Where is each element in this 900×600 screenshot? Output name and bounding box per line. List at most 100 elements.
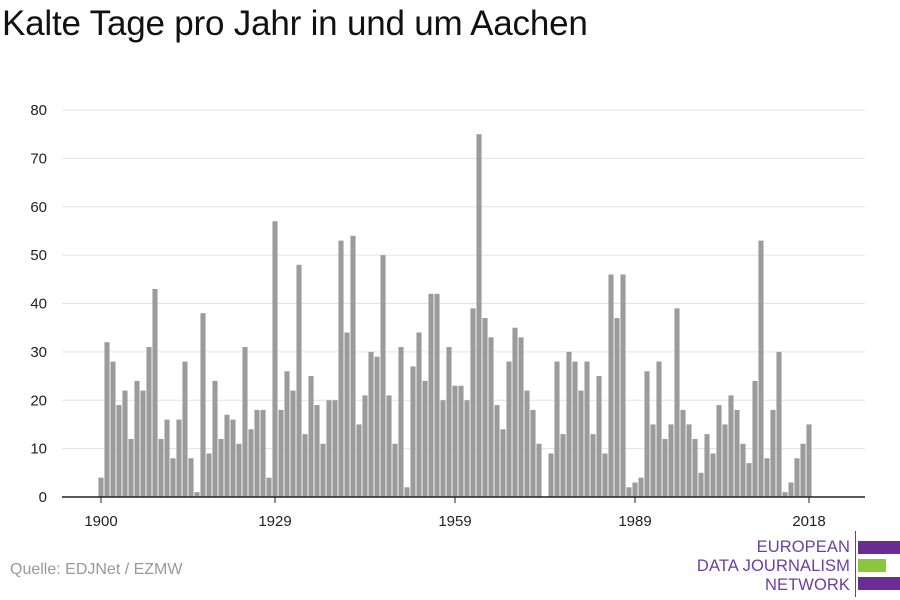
bar-1978 (566, 351, 572, 498)
y-tick-label-40: 40 (30, 296, 47, 313)
bar-1910 (158, 438, 164, 497)
bar-1915 (188, 458, 194, 497)
bar-1905 (128, 438, 134, 497)
bar-1939 (332, 400, 338, 497)
bar-1938 (326, 400, 332, 497)
x-tick-label-1929: 1929 (258, 513, 291, 530)
bar-1916 (194, 492, 200, 497)
bar-1909 (152, 288, 158, 497)
bar-1971 (524, 390, 530, 497)
bar-2003 (716, 405, 722, 497)
logo-bar-purple-bottom (858, 577, 900, 590)
bar-2005 (728, 395, 734, 497)
bar-1968 (506, 361, 512, 497)
bar-2018 (806, 424, 812, 497)
y-tick-label-50: 50 (30, 247, 47, 264)
bar-1962 (470, 308, 476, 497)
bar-1980 (578, 390, 584, 497)
bar-2008 (746, 463, 752, 497)
bar-1940 (338, 240, 344, 498)
x-tick-label-2018: 2018 (792, 513, 825, 530)
bar-1990 (638, 477, 644, 497)
bar-1920 (218, 438, 224, 497)
bar-1911 (164, 419, 170, 497)
bar-1936 (314, 405, 320, 497)
bar-1950 (398, 347, 404, 497)
bar-2012 (770, 409, 776, 497)
bar-1926 (254, 409, 260, 497)
bar-chart: 0 10 20 30 40 50 60 70 80 1900 1929 1959 1989 2018 (30, 102, 865, 530)
bar-1973 (536, 443, 542, 497)
x-axis: 1900 1929 1959 1989 2018 (62, 496, 865, 530)
bar-1904 (122, 390, 128, 497)
x-tick-label-1900: 1900 (84, 513, 117, 530)
bar-1986 (614, 318, 620, 497)
bar-1982 (590, 434, 596, 497)
bar-1989 (632, 482, 638, 497)
x-tick-label-1959: 1959 (438, 513, 471, 530)
bar-2006 (734, 409, 740, 497)
bar-1908 (146, 347, 152, 497)
bar-1969 (512, 327, 518, 497)
bar-1983 (596, 376, 602, 497)
y-tick-label-70: 70 (30, 150, 47, 167)
bar-2007 (740, 443, 746, 497)
y-tick-label-0: 0 (39, 489, 47, 506)
bar-1917 (200, 313, 206, 497)
bar-2014 (782, 492, 788, 497)
bar-1995 (668, 424, 674, 497)
bar-1979 (572, 361, 578, 497)
bar-1972 (530, 409, 536, 497)
edjnet-logo: EUROPEAN DATA JOURNALISM NETWORK (697, 531, 900, 597)
bar-1930 (278, 409, 284, 497)
bar-1957 (440, 400, 446, 497)
bar-1901 (104, 342, 110, 497)
bar-1945 (368, 351, 374, 498)
bar-1956 (434, 293, 440, 497)
bar-1999 (692, 438, 698, 497)
bar-1958 (446, 347, 452, 497)
bar-1946 (374, 356, 380, 497)
bar-1933 (296, 264, 302, 497)
bar-1963 (476, 134, 482, 497)
bar-1996 (674, 308, 680, 497)
bar-2016 (794, 458, 800, 497)
bar-1965 (488, 337, 494, 497)
bar-1923 (236, 443, 242, 497)
bar-1927 (260, 409, 266, 497)
bar-1900 (98, 477, 104, 497)
logo-bar-green (858, 559, 886, 572)
bar-2011 (764, 458, 770, 497)
bar-1907 (140, 390, 146, 497)
bar-1902 (110, 361, 116, 497)
bar-1984 (602, 453, 608, 497)
bar-1942 (350, 235, 356, 497)
bar-1941 (344, 332, 350, 497)
x-tick-label-1989: 1989 (618, 513, 651, 530)
bar-2009 (752, 380, 758, 497)
bar-1932 (290, 390, 296, 497)
bar-2015 (788, 482, 794, 497)
bar-1970 (518, 337, 524, 497)
bar-1937 (320, 443, 326, 497)
bar-1955 (428, 293, 434, 497)
bar-1903 (116, 405, 122, 497)
bar-1913 (176, 419, 182, 497)
bar-1993 (656, 361, 662, 497)
bar-1951 (404, 487, 410, 497)
bar-1914 (182, 361, 188, 497)
bar-1988 (626, 487, 632, 497)
bar-1918 (206, 453, 212, 497)
bar-1977 (560, 434, 566, 497)
logo-separator (855, 531, 856, 597)
bar-1975 (548, 453, 554, 497)
bar-1994 (662, 438, 668, 497)
bar-1935 (308, 376, 314, 497)
bar-1952 (410, 366, 416, 497)
bar-1959 (452, 385, 458, 497)
chart-title: Kalte Tage pro Jahr in und um Aachen (2, 4, 588, 43)
logo-line-3: NETWORK (764, 576, 850, 594)
bar-1960 (458, 385, 464, 497)
bar-1947 (380, 255, 386, 498)
bar-1991 (644, 371, 650, 497)
